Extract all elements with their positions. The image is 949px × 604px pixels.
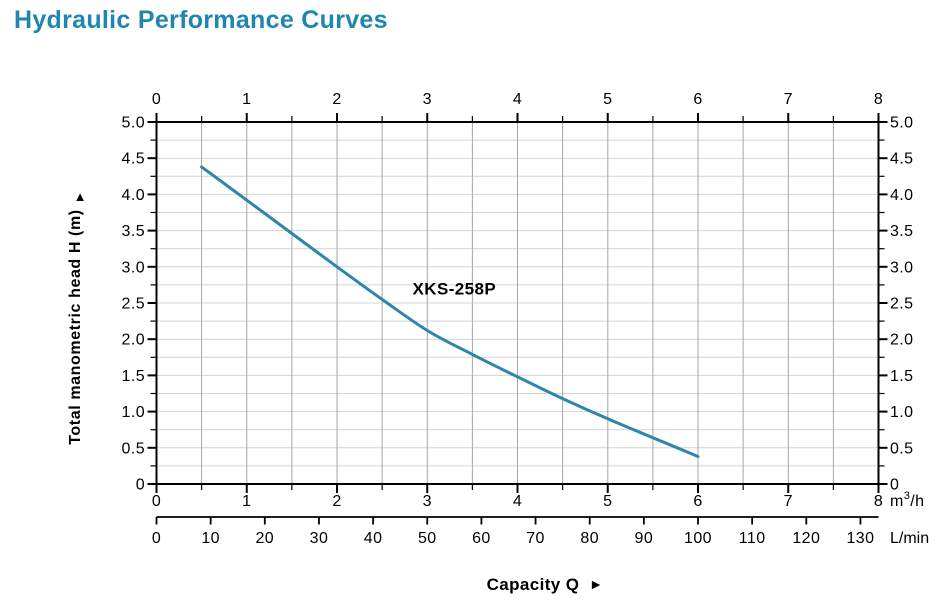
up-arrow-icon: ▲ — [74, 189, 87, 204]
left-axis-tick-label: 2.5 — [122, 296, 145, 313]
right-axis-tick-label: 1.0 — [890, 404, 913, 421]
secondary-axis-tick-label: 20 — [255, 530, 274, 547]
right-axis-tick-label: 3.5 — [890, 223, 913, 240]
secondary-axis: 0 10 20 30 40 50 60 70 80 90 100 110 120 130 L/min — [152, 516, 929, 547]
left-axis-tick-label: 0.5 — [122, 440, 145, 457]
bottom-axis-tick-label: 0 — [152, 493, 161, 510]
secondary-axis-tick-label: 0 — [152, 530, 161, 547]
secondary-axis-tick-label: 100 — [684, 530, 712, 547]
right-axis-tick-label: 1.5 — [890, 368, 913, 385]
top-axis-tick-label: 1 — [242, 91, 251, 108]
right-arrow-icon: ► — [589, 576, 603, 592]
right-axis-tick-label: 0 — [890, 477, 899, 494]
bottom-axis-tick-label: 5 — [603, 493, 612, 510]
bottom-axis-tick-label: 3 — [423, 493, 432, 510]
x-axis-title: Capacity Q — [487, 575, 580, 594]
left-axis-tick-label: 0 — [136, 477, 145, 494]
top-axis-tick-label: 2 — [332, 91, 341, 108]
plot-border — [155, 121, 880, 485]
flow-unit-label-lmin: L/min — [890, 530, 929, 547]
right-axis-tick-label: 4.0 — [890, 187, 913, 204]
flow-unit-label: m3/h — [890, 490, 924, 510]
curve-label: XKS-258P — [413, 279, 497, 298]
left-axis-tick-label: 1.0 — [122, 404, 145, 421]
top-axis-tick-label: 4 — [513, 91, 522, 108]
right-axis-tick-label: 2.0 — [890, 332, 913, 349]
top-axis-tick-label: 7 — [784, 91, 793, 108]
bottom-axis-tick-label: 4 — [513, 493, 522, 510]
page-title: Hydraulic Performance Curves — [14, 6, 388, 34]
secondary-axis-tick-label: 120 — [792, 530, 820, 547]
y-axis-title-group: Total manometric head H (m) — [67, 209, 84, 445]
secondary-axis-tick-label: 60 — [472, 530, 491, 547]
secondary-axis-tick-label: 40 — [364, 530, 383, 547]
bottom-axis-tick-label: 8 — [874, 493, 883, 510]
bottom-axis-tick-label: 2 — [332, 493, 341, 510]
top-axis-tick-label: 8 — [874, 91, 883, 108]
right-axis-tick-label: 3.0 — [890, 259, 913, 276]
right-axis-tick-label: 2.5 — [890, 296, 913, 313]
left-axis-tick-label: 3.5 — [122, 223, 145, 240]
right-axis-tick-label: 5.0 — [890, 115, 913, 132]
bottom-axis-tick-label: 1 — [242, 493, 251, 510]
secondary-axis-tick-label: 130 — [846, 530, 874, 547]
gridlines — [156, 122, 879, 484]
axis-ticks — [147, 113, 888, 493]
left-axis-tick-label: 3.0 — [122, 259, 145, 276]
left-axis-tick-label: 4.0 — [122, 187, 145, 204]
secondary-axis-tick-label: 10 — [201, 530, 220, 547]
secondary-axis-tick-label: 110 — [739, 530, 766, 547]
bottom-axis-tick-label: 7 — [784, 493, 793, 510]
secondary-axis-tick-label: 30 — [310, 530, 329, 547]
performance-curve — [200, 165, 700, 458]
axis-tick-labels: 0 1 2 3 4 5 6 7 80 1 2 3 4 5 6 7 85.0 5.04.5 4.54.0 4.03.5 3… — [122, 91, 924, 510]
left-axis-tick-label: 5.0 — [122, 115, 145, 132]
bottom-axis-tick-label: 6 — [693, 493, 702, 510]
left-axis-tick-label: 4.5 — [122, 151, 145, 168]
top-axis-tick-label: 0 — [152, 91, 161, 108]
top-axis-tick-label: 5 — [603, 91, 612, 108]
right-axis-tick-label: 4.5 — [890, 151, 913, 168]
top-axis-tick-label: 3 — [423, 91, 432, 108]
secondary-axis-tick-label: 70 — [526, 530, 545, 547]
secondary-axis-tick-label: 50 — [418, 530, 437, 547]
left-axis-tick-label: 1.5 — [122, 368, 145, 385]
top-axis-tick-label: 6 — [693, 91, 702, 108]
secondary-axis-tick-label: 80 — [580, 530, 599, 547]
right-axis-tick-label: 0.5 — [890, 440, 913, 457]
secondary-axis-tick-label: 90 — [635, 530, 654, 547]
y-axis-title: Total manometric head H (m) — [67, 209, 84, 445]
left-axis-tick-label: 2.0 — [122, 332, 145, 349]
